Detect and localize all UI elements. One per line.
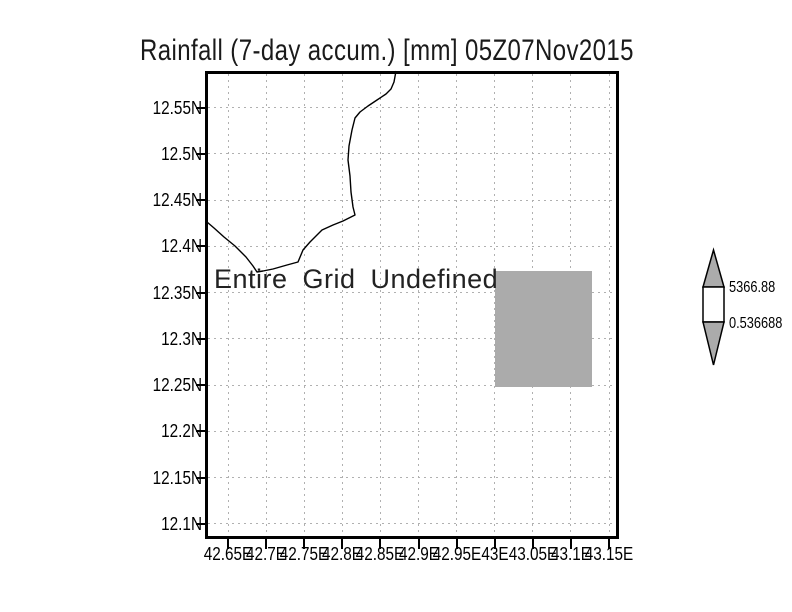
x-axis-label: 43E xyxy=(481,544,509,564)
lon-gridline xyxy=(379,74,381,536)
lat-tick xyxy=(196,476,206,479)
y-axis-label: 12.4N xyxy=(161,236,202,257)
x-axis-label: 42.9E xyxy=(398,544,439,564)
lon-gridline xyxy=(227,74,229,536)
lon-tick xyxy=(608,539,610,549)
lon-tick xyxy=(341,539,344,549)
lat-gridline xyxy=(208,199,616,201)
lat-gridline xyxy=(208,107,616,108)
y-axis-label: 12.45N xyxy=(152,190,202,210)
lon-gridline xyxy=(265,74,267,536)
lat-gridline xyxy=(208,338,616,340)
lat-tick xyxy=(196,291,206,294)
colorbar-down-arrow xyxy=(702,321,725,366)
colorbar-body xyxy=(702,286,725,323)
lon-gridline xyxy=(608,74,610,536)
lat-tick xyxy=(196,384,206,386)
lon-gridline xyxy=(456,74,458,536)
lon-tick xyxy=(493,539,496,549)
lat-tick xyxy=(196,430,206,433)
plot-title: Rainfall (7-day accum.) [mm] 05Z07Nov201… xyxy=(140,34,634,67)
lon-tick xyxy=(303,539,306,549)
lat-tick xyxy=(196,199,206,201)
y-axis-label: 12.35N xyxy=(152,282,202,303)
y-axis-label: 12.2N xyxy=(161,421,202,442)
colorbar xyxy=(702,247,725,366)
lat-tick xyxy=(196,337,206,340)
colorbar-up-arrow xyxy=(702,247,725,288)
x-axis-label: 42.95E xyxy=(432,544,481,564)
lon-tick xyxy=(379,539,382,549)
x-axis-label: 42.7E xyxy=(246,544,287,564)
y-axis-label: 12.25N xyxy=(152,375,202,395)
lat-tick xyxy=(196,106,206,109)
y-axis-label: 12.55N xyxy=(152,97,202,118)
x-axis-label: 43.15E xyxy=(584,544,634,564)
lat-tick xyxy=(196,522,206,525)
x-axis-label: 42.75E xyxy=(279,544,329,564)
y-axis-label: 12.5N xyxy=(161,143,202,164)
lat-tick xyxy=(196,152,206,155)
lon-tick xyxy=(531,539,534,549)
y-axis-label: 12.3N xyxy=(161,328,202,349)
colorbar-min-label: 0.536688 xyxy=(729,315,783,332)
lon-gridline xyxy=(418,74,419,536)
undefined-region-cell xyxy=(495,271,592,387)
y-axis-label: 12.1N xyxy=(161,513,202,534)
colorbar-max-label: 5366.88 xyxy=(729,279,776,296)
lat-gridline xyxy=(208,153,616,155)
lat-gridline xyxy=(208,292,616,293)
lon-gridline xyxy=(303,74,305,536)
lat-gridline xyxy=(208,430,616,432)
x-axis-label: 42.85E xyxy=(356,544,405,564)
plot-frame xyxy=(205,71,619,539)
x-axis-label: 43.05E xyxy=(508,544,558,564)
lon-gridline xyxy=(341,74,343,536)
lon-gridline xyxy=(494,74,496,536)
lon-tick xyxy=(455,539,458,549)
lon-tick xyxy=(417,539,420,549)
lat-tick xyxy=(196,245,206,248)
lon-tick xyxy=(569,539,572,549)
lon-tick xyxy=(227,539,229,549)
y-axis-label: 12.15N xyxy=(152,467,202,488)
lat-gridline xyxy=(208,477,616,478)
x-axis-label: 43.1E xyxy=(550,544,591,564)
lat-gridline xyxy=(208,384,616,386)
lat-gridline xyxy=(208,245,616,247)
x-axis-label: 42.65E xyxy=(203,544,253,564)
lat-gridline xyxy=(208,523,616,525)
lon-tick xyxy=(265,539,268,549)
x-axis-label: 42.8E xyxy=(322,544,363,564)
